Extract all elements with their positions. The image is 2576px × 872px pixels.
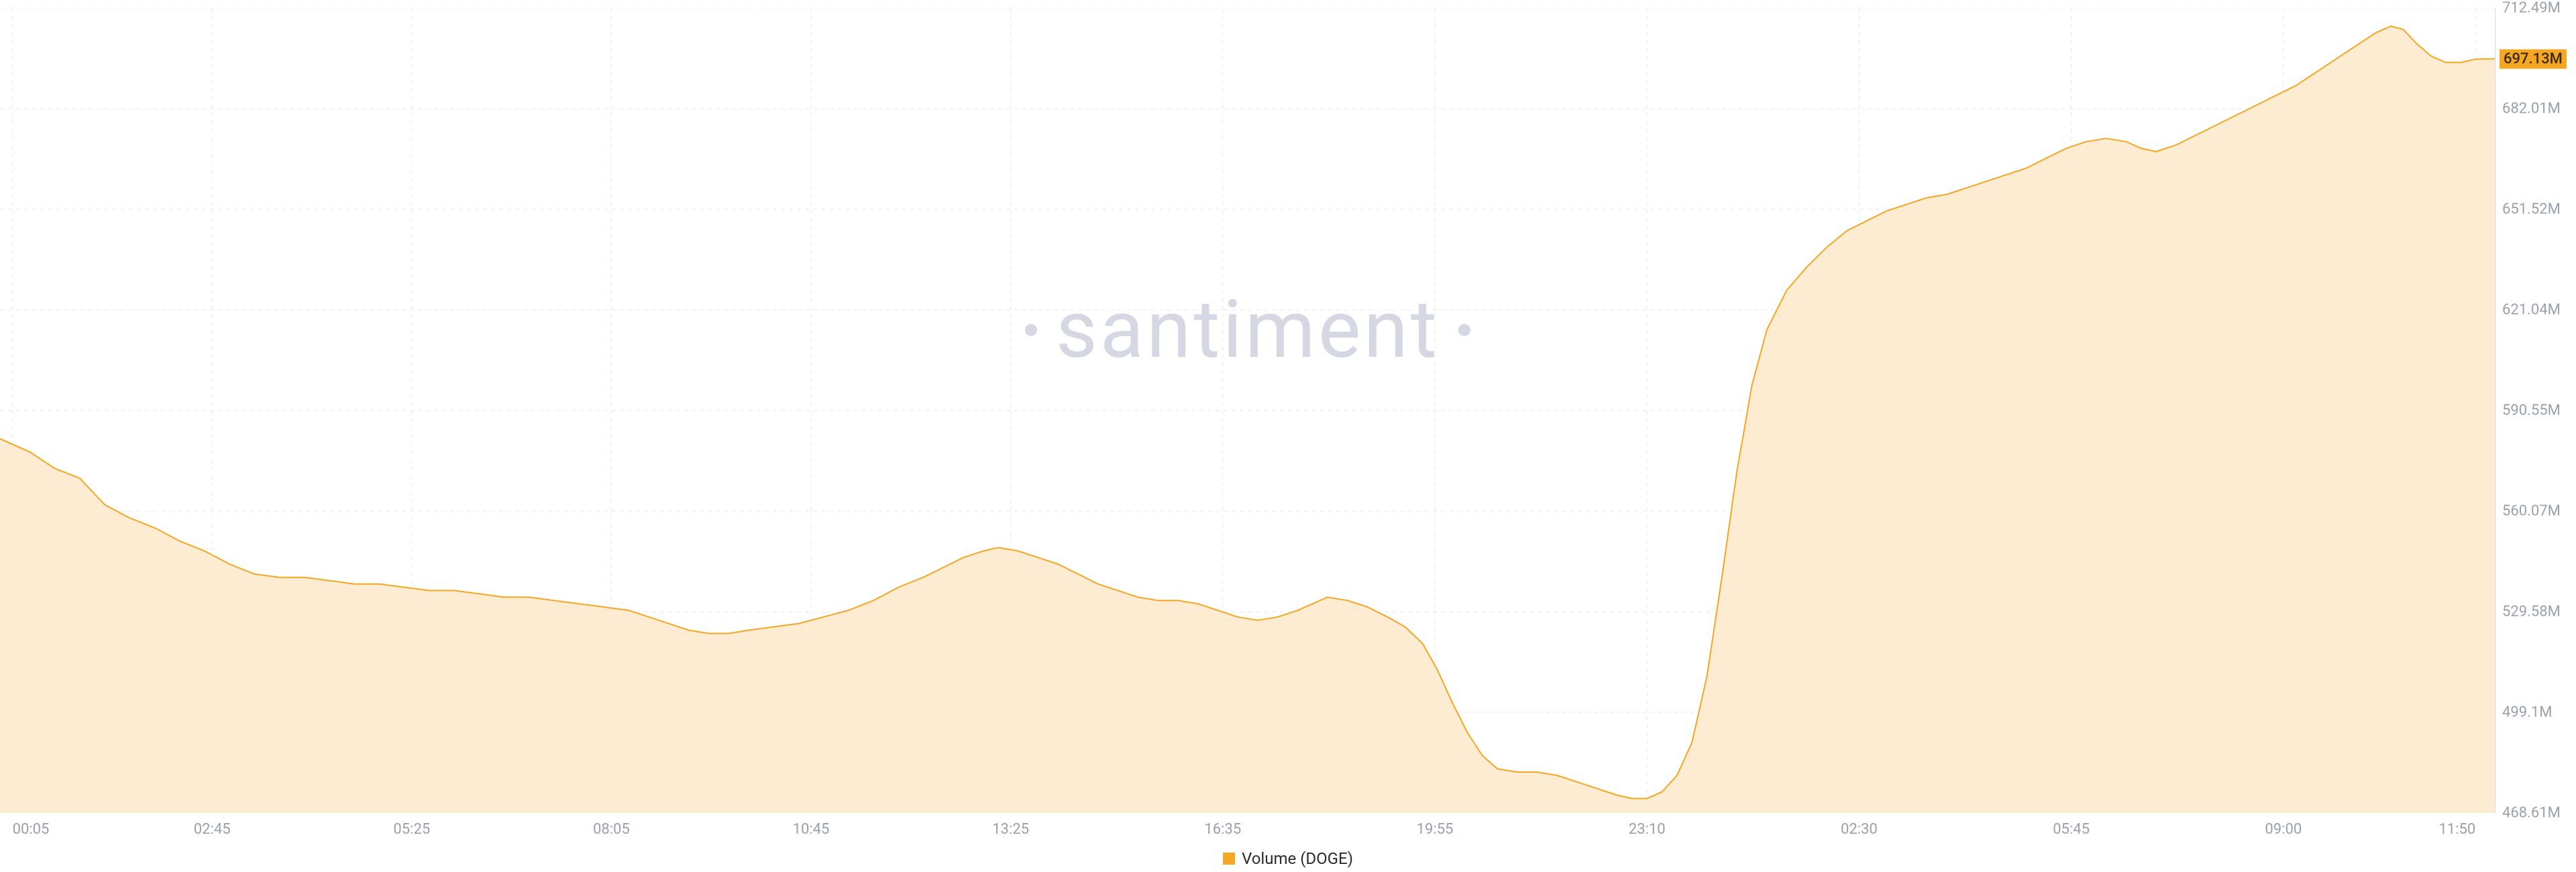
y-tick-label: 499.1M bbox=[2502, 704, 2552, 720]
legend-label: Volume (DOGE) bbox=[1242, 849, 1353, 868]
y-tick-label: 621.04M bbox=[2502, 301, 2561, 318]
y-tick-label: 560.07M bbox=[2502, 502, 2561, 519]
current-value-badge: 697.13M bbox=[2500, 49, 2567, 68]
y-tick-label: 682.01M bbox=[2502, 100, 2561, 117]
y-tick-label: 468.61M bbox=[2502, 805, 2561, 822]
legend: Volume (DOGE) bbox=[1223, 849, 1353, 868]
area-fill bbox=[0, 26, 2496, 813]
y-tick-label: 590.55M bbox=[2502, 402, 2561, 419]
y-tick-label: 712.49M bbox=[2502, 0, 2561, 17]
y-tick-label: 529.58M bbox=[2502, 604, 2561, 620]
y-axis: 712.49M682.01M651.52M621.04M590.55M560.0… bbox=[2502, 8, 2576, 813]
legend-swatch bbox=[1223, 853, 1235, 865]
chart-svg bbox=[0, 8, 2496, 813]
chart-container: santiment 712.49M 682.01M 651.52M 621.04M 59… bbox=[0, 0, 2576, 872]
y-tick-label: 651.52M bbox=[2502, 201, 2561, 218]
plot-area[interactable]: santiment bbox=[0, 8, 2496, 813]
